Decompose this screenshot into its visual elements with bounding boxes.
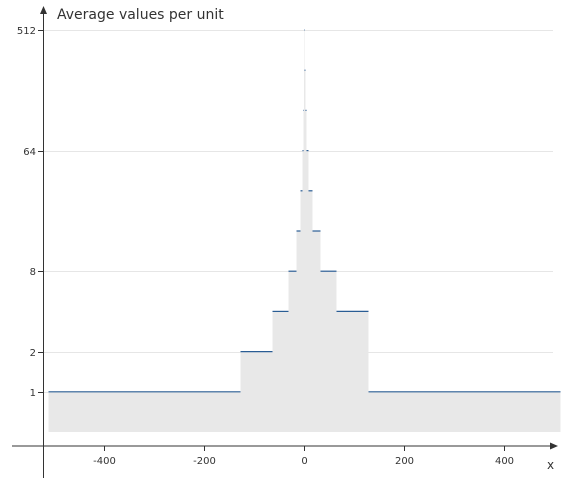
y-tick-label: 64 xyxy=(23,147,36,158)
step-bar xyxy=(240,351,273,432)
y-tick-layer: 1 2 8 64 512 xyxy=(17,26,44,399)
step-bar xyxy=(302,150,304,432)
y-tick-label: 2 xyxy=(30,348,36,359)
x-tick-label: 0 xyxy=(301,456,307,467)
y-axis-arrow xyxy=(40,6,47,14)
x-tick-label: 200 xyxy=(395,456,414,467)
chart-title: Average values per unit xyxy=(57,7,224,23)
x-axis-label: x xyxy=(547,458,554,472)
step-bar xyxy=(306,150,309,432)
step-bar xyxy=(305,70,306,432)
step-bar xyxy=(336,311,369,432)
step-bar xyxy=(296,231,301,432)
x-tick-label: -400 xyxy=(93,456,116,467)
step-layer xyxy=(48,29,561,393)
step-bar xyxy=(312,231,321,432)
step-bar xyxy=(300,190,303,432)
x-axis-arrow xyxy=(550,442,558,450)
y-tick-label: 1 xyxy=(30,388,36,399)
step-bar xyxy=(368,391,561,432)
step-bar xyxy=(304,70,305,432)
x-tick-layer: -400 -200 0 200 400 xyxy=(93,446,514,467)
step-bar xyxy=(303,110,304,433)
axis-layer xyxy=(12,6,558,478)
step-bar xyxy=(308,190,313,432)
step-bar xyxy=(320,271,337,432)
y-tick-label: 512 xyxy=(17,26,36,37)
fill-layer xyxy=(48,30,561,433)
step-bar xyxy=(304,30,305,432)
step-bar xyxy=(272,311,289,432)
x-tick-label: -200 xyxy=(193,456,216,467)
y-tick-label: 8 xyxy=(30,267,36,278)
step-bar xyxy=(288,271,297,432)
step-bar xyxy=(305,110,307,433)
step-bar xyxy=(48,391,241,432)
x-tick-label: 400 xyxy=(495,456,514,467)
